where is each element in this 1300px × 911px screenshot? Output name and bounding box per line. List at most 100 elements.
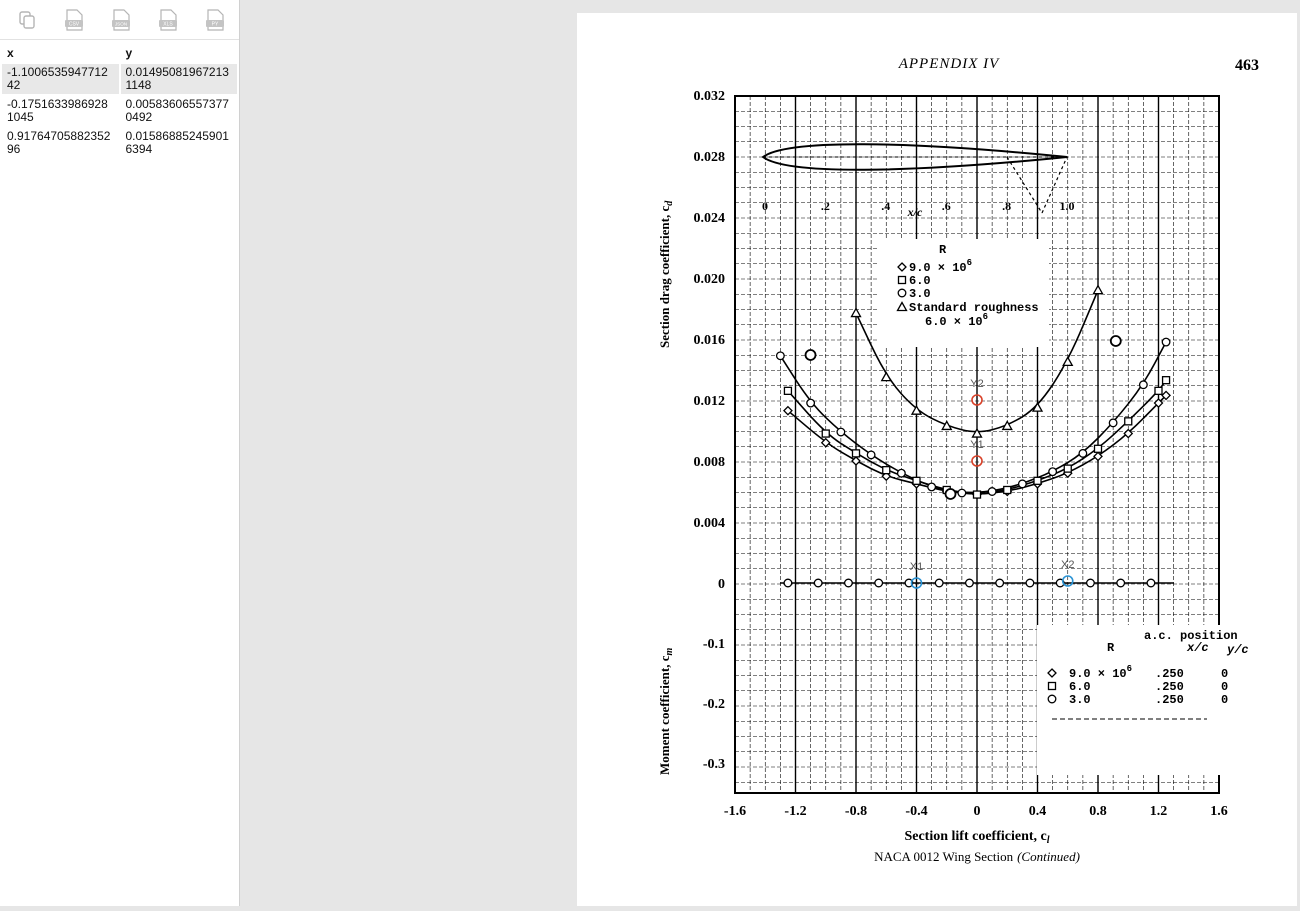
legend-top-title: R bbox=[939, 243, 947, 257]
airfoil-tick-label: .2 bbox=[821, 199, 830, 213]
y-tick-label: 0.008 bbox=[694, 455, 726, 470]
scanned-page[interactable]: APPENDIX IV 463 -1.6 -1.2 -0.8 -0.4 0 0.4 0.8 1… bbox=[577, 13, 1297, 906]
export-toolbar: CSV JSON XLS PY bbox=[0, 0, 239, 40]
airfoil-ticks: 0 .2 .4 .6 .8 1.0 bbox=[762, 199, 1075, 213]
data-point-circle bbox=[1085, 578, 1095, 588]
legend-bottom-y: 0 bbox=[1221, 680, 1228, 694]
data-point-diamond bbox=[851, 456, 861, 466]
cell-x[interactable]: 0.9176470588235296 bbox=[7, 129, 111, 156]
y-axis-label-drag: Section drag coefficient, cd bbox=[657, 200, 675, 348]
data-point-circle bbox=[806, 398, 816, 408]
data-point-diamond bbox=[1093, 451, 1103, 462]
data-point-circle bbox=[836, 427, 846, 437]
legend-bottom-col-x: x/c bbox=[1186, 641, 1209, 655]
data-point-square bbox=[972, 490, 982, 499]
data-point-triangle bbox=[910, 404, 923, 415]
x-tick-label: -0.4 bbox=[905, 804, 927, 819]
data-point-circle bbox=[783, 578, 793, 588]
py-export-button[interactable]: PY bbox=[202, 7, 228, 33]
table-row[interactable]: 0.9176470588235296 0.015868852459016394 bbox=[2, 128, 237, 158]
cell-x[interactable]: -0.17516339869281045 bbox=[7, 97, 108, 124]
table-header-row: x y bbox=[2, 42, 237, 62]
legend-bottom-x: .250 bbox=[1155, 693, 1184, 707]
data-point-diamond bbox=[1047, 668, 1057, 678]
legend-bottom-x: .250 bbox=[1155, 680, 1184, 694]
json-export-icon: JSON bbox=[112, 8, 130, 31]
cell-y[interactable]: 0.015868852459016394 bbox=[125, 129, 229, 156]
copy-button[interactable] bbox=[14, 7, 40, 33]
data-point-circle bbox=[896, 468, 906, 478]
data-point-diamond bbox=[783, 405, 793, 416]
table-row[interactable]: -1.100653594771242 0.014950819672131148 bbox=[2, 64, 237, 94]
x-tick-label: 1.6 bbox=[1210, 804, 1228, 819]
chart-grid bbox=[734, 95, 1220, 793]
data-point-circle bbox=[964, 578, 974, 588]
y-tick-label: 0.032 bbox=[694, 89, 726, 104]
page-number: 463 bbox=[1235, 57, 1259, 74]
cell-y[interactable]: 0.005836065573770492 bbox=[125, 97, 229, 124]
data-point-circle bbox=[987, 487, 997, 496]
legend-bottom-col-r: R bbox=[1107, 641, 1115, 655]
calibration-point-y2[interactable] bbox=[971, 394, 983, 406]
digitized-point[interactable] bbox=[804, 349, 817, 361]
legend-bottom: a.c. position R x/c y/c 9.0 × 106 .250 0 6.… bbox=[1037, 625, 1249, 775]
x-tick-label: 0.4 bbox=[1029, 804, 1047, 819]
data-point-circle bbox=[1047, 694, 1057, 704]
data-point-triangle bbox=[1092, 284, 1104, 295]
data-point-circle bbox=[957, 488, 967, 498]
data-point-circle bbox=[813, 578, 823, 588]
airfoil-dash-1 bbox=[1006, 156, 1043, 214]
data-point-circle bbox=[1116, 578, 1126, 588]
data-point-circle bbox=[1108, 418, 1118, 428]
data-point-triangle bbox=[896, 301, 908, 312]
plot-frame bbox=[734, 95, 1220, 794]
data-point-square bbox=[783, 386, 793, 396]
y-axis-label-moment: Moment coefficient, cm bbox=[657, 648, 675, 775]
calibration-point-x1[interactable] bbox=[910, 577, 923, 589]
data-point-diamond bbox=[1153, 398, 1164, 408]
digitized-point[interactable] bbox=[944, 488, 957, 500]
calibration-point-y1[interactable] bbox=[971, 455, 983, 467]
figure-svg[interactable]: APPENDIX IV 463 -1.6 -1.2 -0.8 -0.4 0 0.4 0.8 1… bbox=[577, 13, 1297, 906]
data-point-diamond bbox=[897, 262, 907, 272]
data-point-square bbox=[1047, 681, 1057, 691]
xls-export-button[interactable]: XLS bbox=[155, 7, 181, 33]
data-point-square bbox=[821, 429, 830, 438]
cell-x[interactable]: -1.100653594771242 bbox=[2, 64, 119, 94]
data-point-square bbox=[1063, 464, 1072, 473]
calibration-point-y1-label: Y1 bbox=[970, 439, 983, 451]
digitized-point[interactable] bbox=[1109, 335, 1122, 347]
data-point-circle bbox=[904, 578, 914, 588]
legend-bottom-y: 0 bbox=[1221, 667, 1228, 681]
y-tick-label: 0.024 bbox=[694, 211, 726, 226]
legend-exponent: 6 bbox=[967, 258, 972, 268]
legend-top-entry: 3.0 bbox=[909, 287, 931, 301]
table-row[interactable]: -0.17516339869281045 0.00583606557377049… bbox=[2, 96, 237, 126]
airfoil-tick-label: .6 bbox=[942, 199, 951, 213]
data-point-square bbox=[1033, 476, 1042, 485]
airfoil-dash-2 bbox=[1041, 156, 1068, 214]
calibration-point-x2[interactable] bbox=[1061, 575, 1074, 587]
y-tick-label: 0.028 bbox=[694, 150, 726, 165]
cell-y[interactable]: 0.014950819672131148 bbox=[120, 64, 237, 94]
svg-text:XLS: XLS bbox=[163, 21, 173, 27]
digitizer-overlay[interactable]: X1 X2 Y1 Y2 bbox=[804, 335, 1122, 589]
data-point-circle bbox=[1138, 380, 1148, 390]
data-point-circle bbox=[934, 578, 944, 588]
svg-text:JSON: JSON bbox=[115, 21, 127, 26]
json-export-button[interactable]: JSON bbox=[108, 7, 134, 33]
legend-exponent: 6 bbox=[1127, 664, 1132, 674]
data-point-circle bbox=[874, 578, 884, 588]
data-point-circle bbox=[775, 351, 785, 361]
data-point-circle bbox=[1048, 467, 1058, 477]
y-tick-label: 0 bbox=[718, 577, 725, 592]
series-line bbox=[779, 341, 1167, 494]
legend-top-entry: 6.0 × 106 bbox=[925, 312, 988, 329]
x-tick-label: -1.6 bbox=[724, 804, 746, 819]
csv-export-button[interactable]: CSV bbox=[61, 7, 87, 33]
legend-bottom-r: 3.0 bbox=[1069, 693, 1091, 707]
plot-canvas-area[interactable]: APPENDIX IV 463 -1.6 -1.2 -0.8 -0.4 0 0.4 0.8 1… bbox=[240, 0, 1300, 906]
x-axis-label: Section lift coefficient, cl bbox=[904, 829, 1049, 846]
y-tick-label: 0.004 bbox=[694, 516, 726, 531]
data-point-square bbox=[897, 275, 907, 285]
